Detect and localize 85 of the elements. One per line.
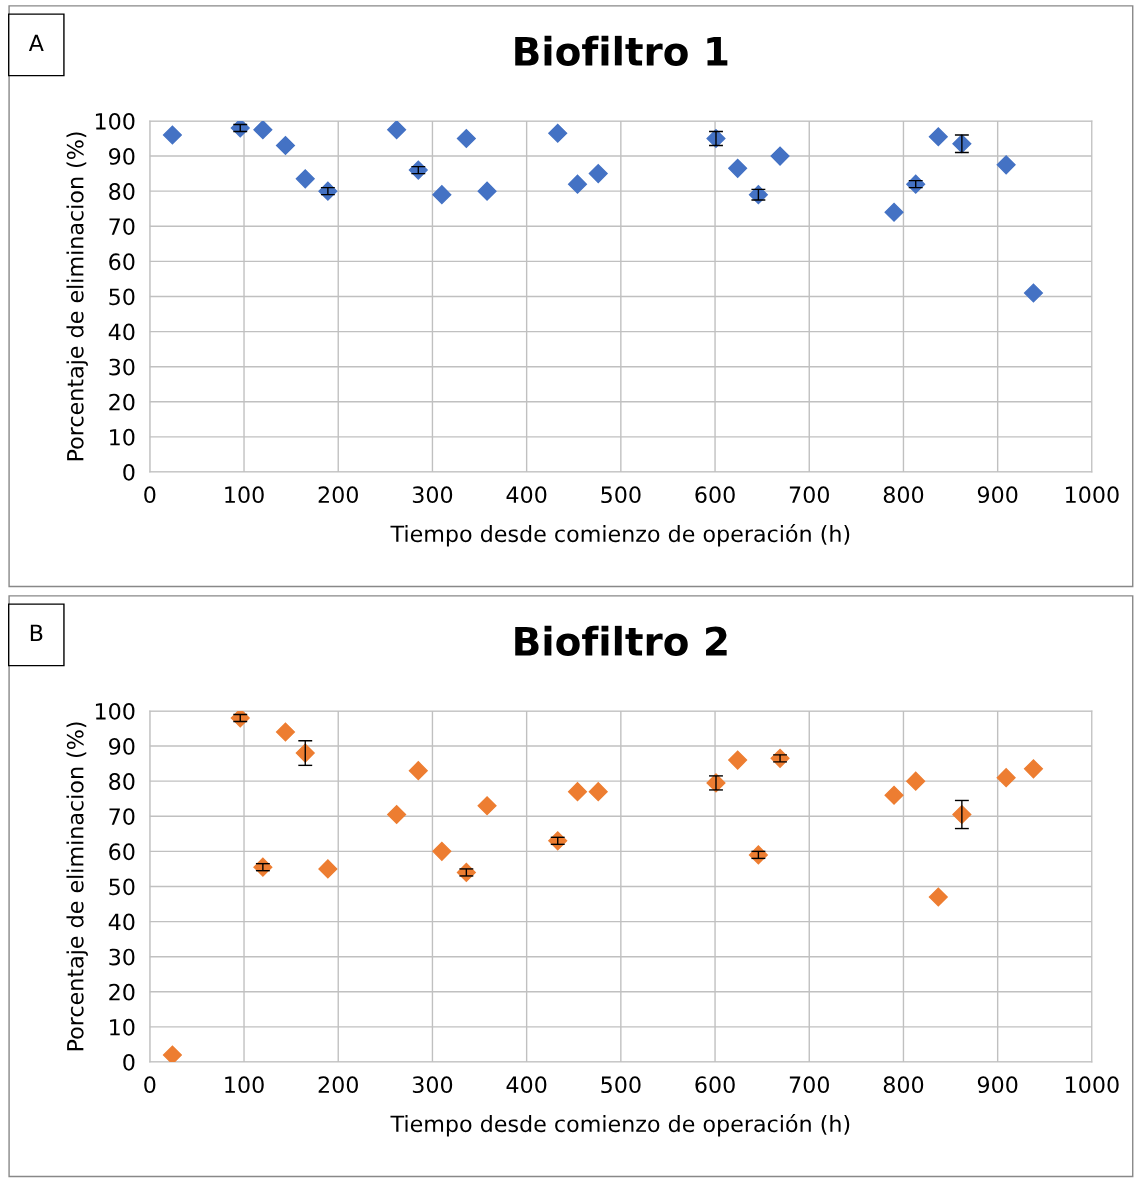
point bbox=[996, 768, 1016, 788]
x-tick-label: 500 bbox=[601, 486, 641, 504]
point bbox=[275, 722, 296, 742]
point bbox=[387, 804, 407, 825]
y-tick-label: 70 bbox=[109, 218, 135, 236]
chart-title: Biofiltro 2 bbox=[515, 625, 727, 656]
y-tick-label: 90 bbox=[109, 738, 135, 755]
point bbox=[1023, 283, 1043, 303]
x-tick-label: 0 bbox=[144, 1076, 156, 1094]
point bbox=[1023, 759, 1043, 779]
y-tick-label: 50 bbox=[109, 288, 135, 306]
point bbox=[432, 185, 452, 205]
y-tick-label: 30 bbox=[109, 358, 135, 376]
x-tick-label: 600 bbox=[695, 486, 735, 504]
x-tick-label: 400 bbox=[506, 486, 547, 504]
x-tick-label: 1000 bbox=[1066, 1076, 1119, 1094]
point bbox=[567, 174, 588, 194]
point bbox=[548, 123, 568, 143]
y-tick-label: 100 bbox=[95, 112, 135, 130]
point bbox=[162, 1045, 182, 1062]
chart-title: Biofiltro 1 bbox=[515, 35, 728, 66]
y-tick-label: 10 bbox=[110, 1018, 135, 1036]
y-tick-label: 80 bbox=[109, 773, 135, 790]
x-tick-label: 100 bbox=[225, 486, 264, 504]
y-tick-label: 20 bbox=[109, 983, 135, 1001]
text: A bbox=[28, 34, 44, 51]
x-tick-label: 200 bbox=[318, 1076, 358, 1094]
point bbox=[432, 841, 452, 861]
point bbox=[884, 785, 904, 805]
x-tick-label: 100 bbox=[225, 1076, 264, 1094]
x-tick-label: 300 bbox=[412, 1076, 453, 1094]
y-tick-label: 50 bbox=[109, 878, 135, 896]
y-tick-label: 40 bbox=[108, 913, 135, 931]
y-tick-label: 0 bbox=[123, 463, 135, 481]
point bbox=[477, 181, 497, 201]
x-tick-label: 600 bbox=[695, 1076, 735, 1094]
y-tick-label: 60 bbox=[109, 253, 135, 271]
y-tick-label: 60 bbox=[109, 843, 135, 861]
point bbox=[567, 782, 588, 802]
point bbox=[295, 169, 315, 189]
point bbox=[408, 761, 428, 781]
x-tick-label: 300 bbox=[412, 486, 453, 504]
point bbox=[477, 796, 497, 816]
text: B bbox=[30, 624, 43, 641]
y-tick-label: 0 bbox=[123, 1053, 135, 1071]
y-tick-label: 70 bbox=[109, 808, 135, 826]
point bbox=[387, 120, 407, 140]
x-tick-label: 700 bbox=[789, 486, 829, 504]
x-tick-label: 500 bbox=[601, 1076, 641, 1094]
point bbox=[456, 128, 476, 149]
x-tick-label: 200 bbox=[318, 486, 358, 504]
y-tick-label: 90 bbox=[109, 148, 135, 165]
x-axis-title: Tiempo desde comienzo de operación (h) bbox=[390, 524, 850, 547]
y-tick-label: 30 bbox=[109, 948, 135, 966]
x-tick-label: 0 bbox=[144, 486, 156, 504]
point bbox=[728, 750, 748, 770]
y-axis-title: Porcentaje de eliminacion (%) bbox=[66, 722, 88, 1051]
x-axis-title: Tiempo desde comienzo de operación (h) bbox=[390, 1114, 850, 1137]
point bbox=[884, 202, 904, 222]
point bbox=[162, 125, 182, 145]
point bbox=[253, 120, 273, 140]
x-tick-label: 800 bbox=[883, 1076, 924, 1094]
x-tick-label: 900 bbox=[977, 486, 1018, 504]
x-tick-label: 900 bbox=[977, 1076, 1018, 1094]
y-axis-title: Porcentaje de eliminacion (%) bbox=[66, 132, 88, 461]
y-tick-label: 80 bbox=[109, 183, 135, 200]
point bbox=[770, 146, 790, 166]
y-tick-label: 20 bbox=[109, 393, 135, 411]
point bbox=[928, 887, 948, 907]
point bbox=[318, 859, 338, 879]
point bbox=[588, 782, 608, 802]
y-tick-label: 10 bbox=[110, 428, 135, 446]
point bbox=[275, 135, 296, 156]
x-tick-label: 400 bbox=[506, 1076, 547, 1094]
point bbox=[906, 771, 926, 791]
y-tick-label: 40 bbox=[108, 323, 135, 341]
x-tick-label: 1000 bbox=[1066, 486, 1119, 504]
x-tick-label: 800 bbox=[883, 486, 924, 504]
point bbox=[588, 164, 608, 184]
point bbox=[728, 158, 748, 178]
point bbox=[928, 127, 948, 147]
y-tick-label: 100 bbox=[95, 702, 135, 720]
point bbox=[295, 743, 315, 763]
x-tick-label: 700 bbox=[789, 1076, 829, 1094]
point bbox=[996, 155, 1016, 175]
